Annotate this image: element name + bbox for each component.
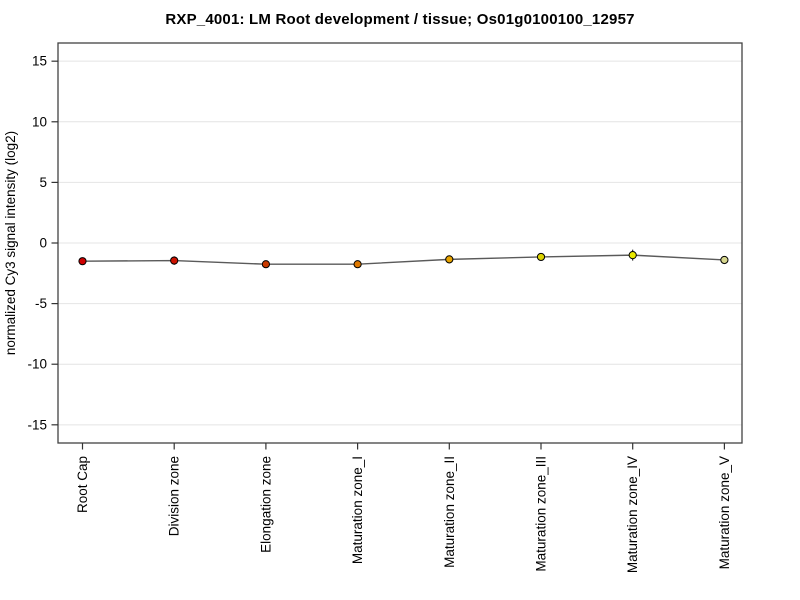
x-category-label: Maturation zone_IV: [625, 456, 640, 573]
data-point: [261, 260, 270, 269]
x-category-label: Root Cap: [75, 456, 90, 513]
x-category-label: Elongation zone: [258, 456, 273, 553]
data-point: [445, 255, 454, 264]
data-point: [170, 256, 179, 265]
y-tick-label: 0: [39, 236, 47, 251]
y-tick-label: 10: [32, 114, 47, 129]
x-category-label: Maturation zone_V: [717, 456, 732, 569]
y-tick-label: 15: [32, 54, 47, 69]
data-point: [78, 257, 87, 266]
x-category-label: Maturation zone_I: [350, 456, 365, 564]
data-point: [720, 255, 729, 265]
x-category-label: Maturation zone_III: [534, 456, 549, 572]
x-category-label: Division zone: [167, 456, 182, 536]
y-tick-label: -10: [27, 357, 47, 372]
data-point: [353, 260, 362, 269]
y-axis-label: normalized Cy3 signal intensity (log2): [3, 131, 18, 355]
data-point: [536, 252, 546, 262]
series-line: [82, 254, 725, 265]
y-tick-label: -15: [27, 417, 47, 432]
y-tick-label: -5: [35, 296, 47, 311]
y-tick-label: 5: [39, 175, 47, 190]
data-point: [628, 251, 637, 260]
x-category-label: Maturation zone_II: [442, 456, 457, 568]
chart-title: RXP_4001: LM Root development / tissue; …: [165, 11, 635, 28]
